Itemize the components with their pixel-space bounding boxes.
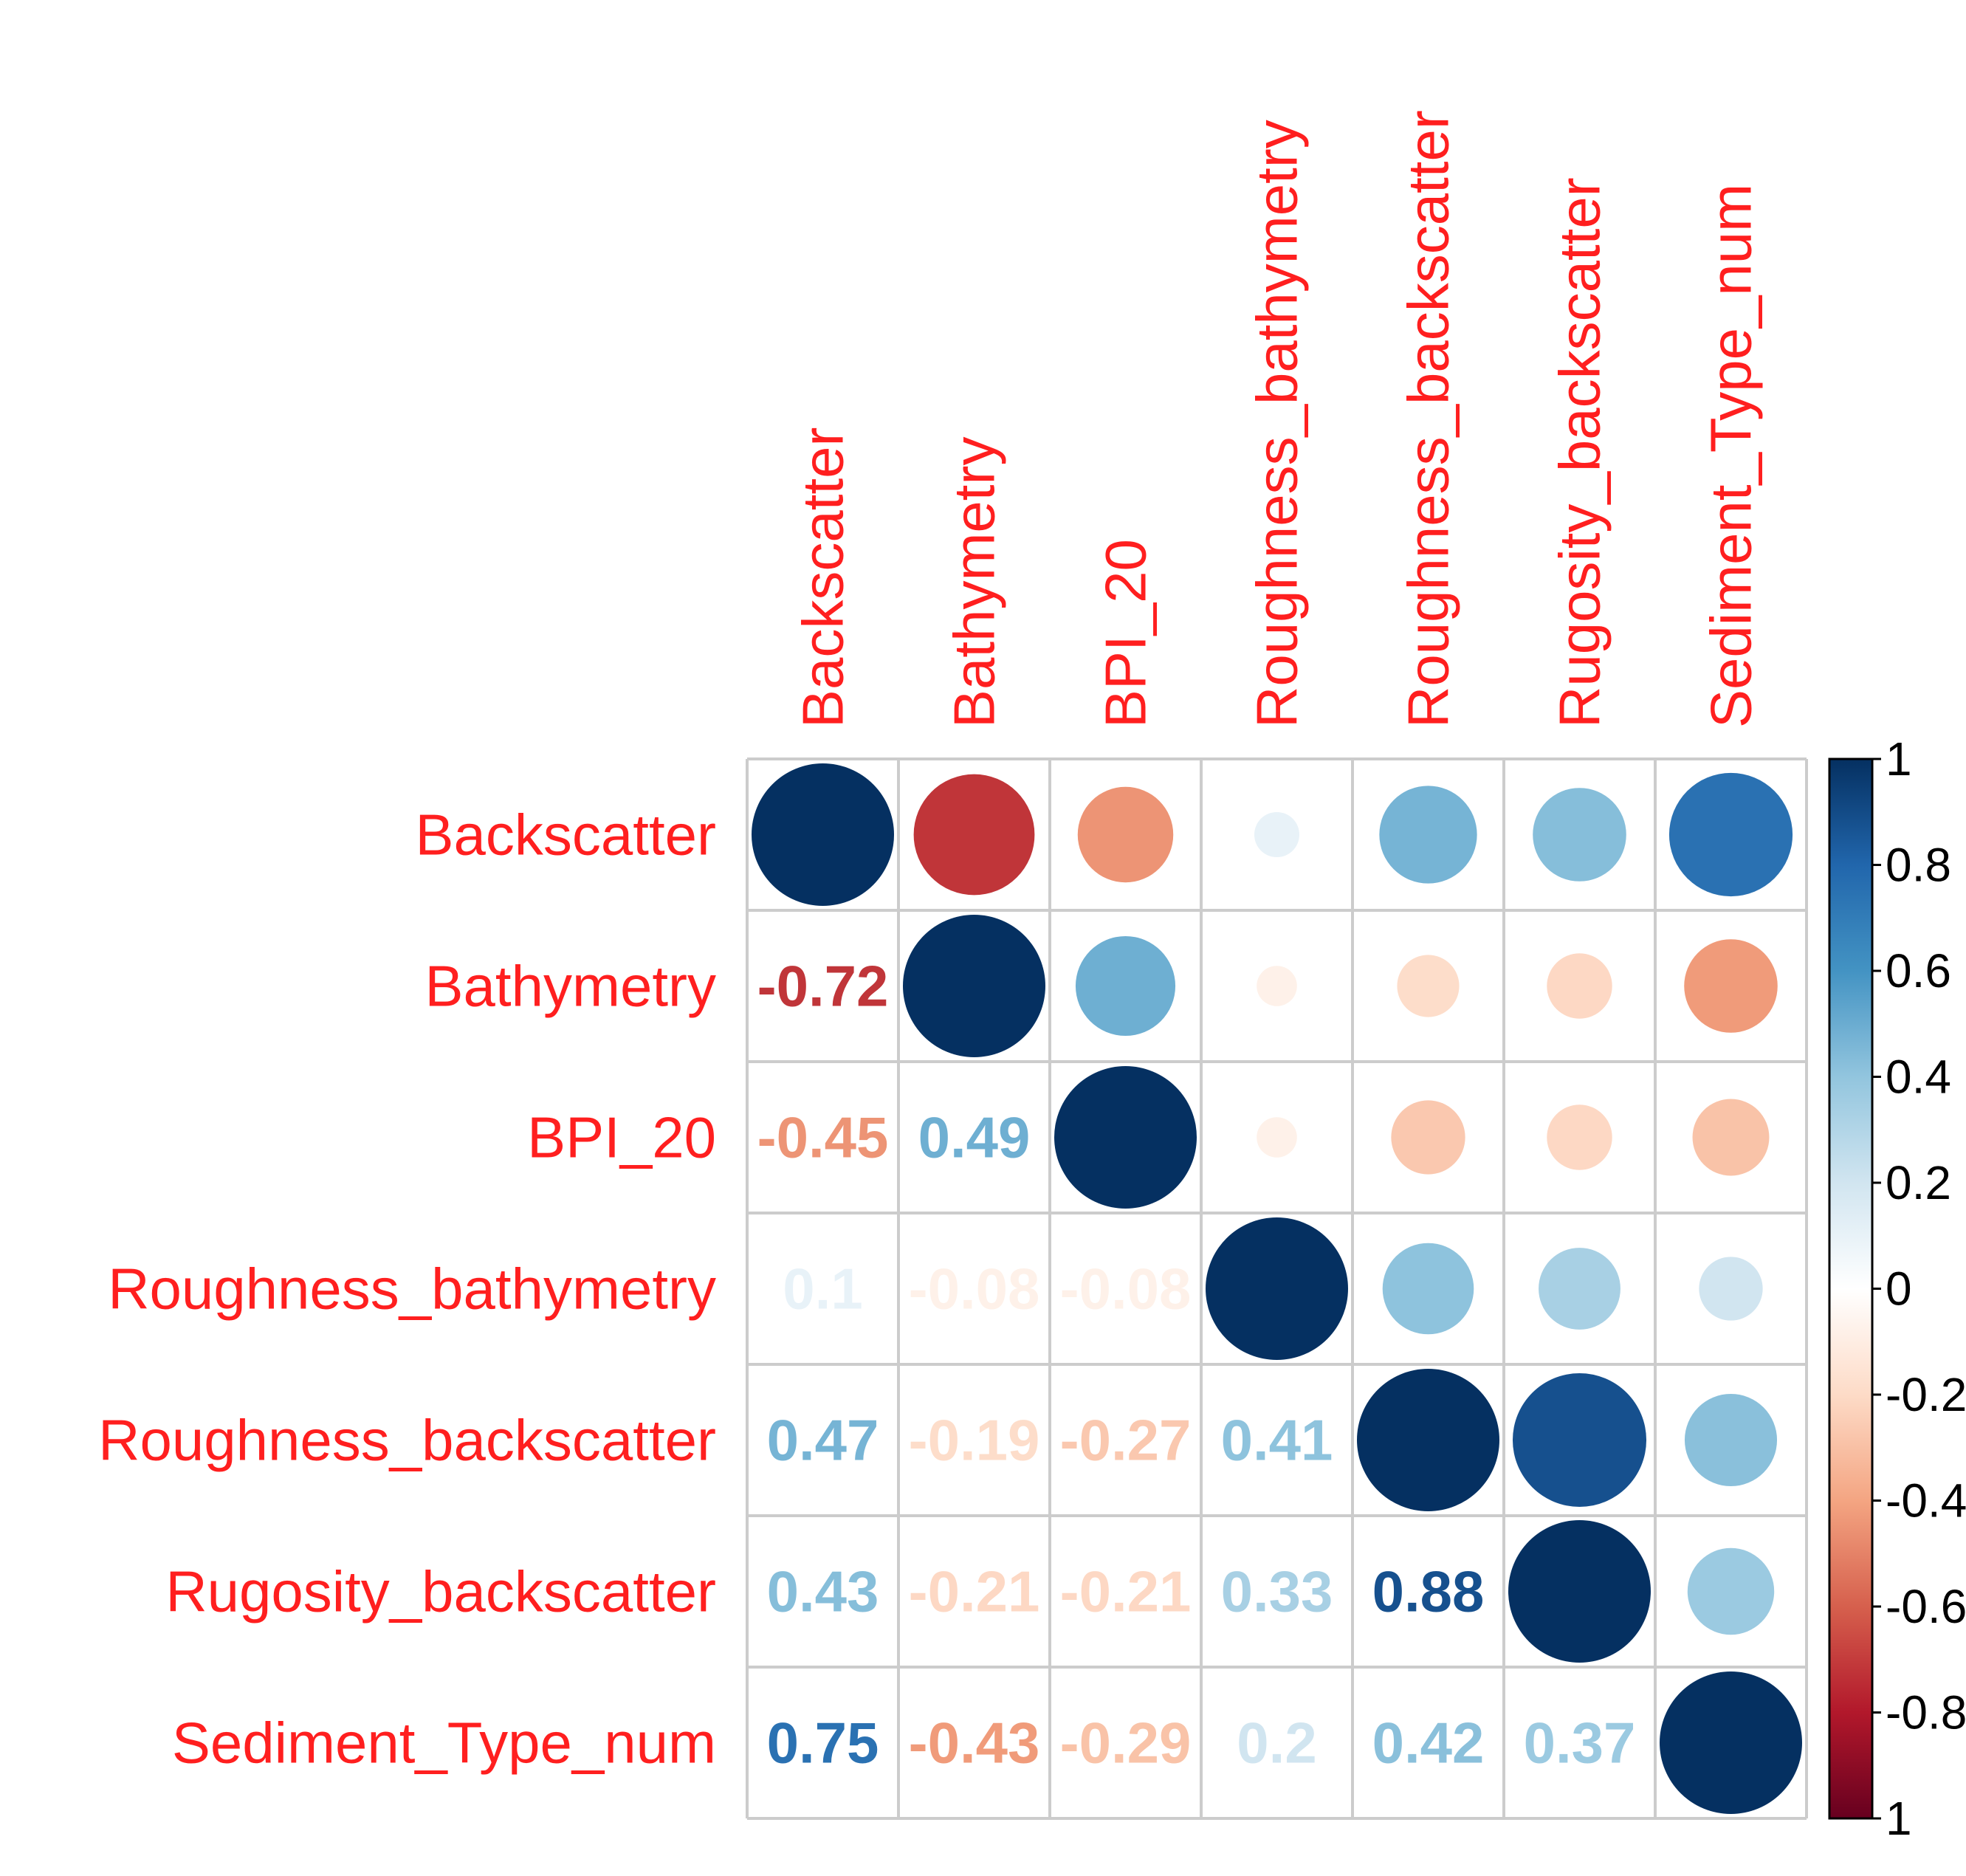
correlation-circle (1257, 1117, 1297, 1158)
row-label: BPI_20 (527, 1105, 716, 1170)
matrix-marks: -0.72 -0.45 0.49 0.1 -0.08 -0.08 0.47 -0.19 -0.2… (752, 763, 1802, 1814)
correlation-value: 0.47 (767, 1408, 879, 1473)
correlation-value: -0.08 (1060, 1257, 1192, 1322)
correlation-value: -0.21 (909, 1559, 1040, 1624)
legend-tick-label: -0.8 (1886, 1686, 1966, 1739)
correlation-circle (1699, 1257, 1763, 1321)
correlation-value: 0.88 (1372, 1559, 1485, 1624)
correlation-value: 0.1 (783, 1257, 862, 1322)
correlation-circle (1533, 788, 1626, 882)
correlation-value: 0.37 (1524, 1711, 1636, 1776)
correlation-value: -0.72 (757, 954, 889, 1019)
correlation-circle (1539, 1248, 1620, 1330)
correlation-circle (1684, 1393, 1778, 1487)
correlation-value: 0.41 (1221, 1408, 1333, 1473)
correlation-value: 0.2 (1237, 1711, 1316, 1776)
correlation-value: -0.27 (1060, 1408, 1192, 1473)
correlation-circle (1668, 772, 1793, 897)
legend-tick-label: 0.6 (1886, 944, 1951, 997)
correlation-circle (1206, 1217, 1348, 1360)
correlation-value: -0.08 (909, 1257, 1040, 1322)
correlation-value: 0.33 (1221, 1559, 1333, 1624)
correlation-value: -0.21 (1060, 1559, 1192, 1624)
row-label: Rugosity_backscatter (165, 1559, 716, 1624)
column-label: Sediment_Type_num (1699, 184, 1764, 728)
correlation-circle (1077, 786, 1174, 883)
correlation-value: -0.19 (909, 1408, 1040, 1473)
correlation-circle (1660, 1671, 1802, 1814)
correlation-circle (1512, 1372, 1647, 1508)
correlation-circle (1054, 1066, 1197, 1209)
legend-tick-label: -0.6 (1886, 1580, 1966, 1633)
correlation-value: 0.43 (767, 1559, 879, 1624)
legend-tick-label: 0 (1886, 1262, 1912, 1316)
correlation-circle (1547, 1104, 1612, 1170)
row-label: Backscatter (416, 803, 716, 867)
row-label: Sediment_Type_num (172, 1711, 716, 1776)
column-label: Rugosity_backscatter (1547, 177, 1612, 728)
correlation-circle (903, 915, 1045, 1057)
correlation-circle (913, 774, 1035, 896)
variable-labels: Backscatter Bathymetry BPI_20 Roughness_bat… (98, 110, 1763, 1775)
correlation-circle (1692, 1099, 1770, 1176)
correlation-circle (1547, 953, 1612, 1019)
row-label: Bathymetry (425, 954, 716, 1019)
legend-tick-label: 1 (1886, 732, 1912, 786)
row-label: Roughness_bathymetry (108, 1257, 716, 1322)
correlation-circle (1382, 1243, 1474, 1335)
correlation-circle (1379, 786, 1477, 884)
color-legend: 1 0.8 0.6 0.4 0.2 0 -0.2 -0.4 -0.6 -0.8 1 (1828, 732, 1966, 1845)
legend-tick-label: 0.8 (1886, 839, 1951, 892)
row-label: Roughness_backscatter (98, 1408, 716, 1473)
correlation-circle (1075, 935, 1176, 1037)
correlation-circle (1391, 1100, 1465, 1175)
correlation-circle (1357, 1369, 1499, 1511)
column-label: Roughness_bathymetry (1245, 120, 1310, 728)
legend-tick-label: -0.4 (1886, 1474, 1966, 1528)
correlation-value: 0.75 (767, 1711, 879, 1776)
color-bar (1828, 757, 1874, 1820)
correlation-value: 0.42 (1372, 1711, 1485, 1776)
correlation-value: -0.43 (909, 1711, 1040, 1776)
correlation-circle (1508, 1520, 1651, 1663)
correlation-circle (1254, 811, 1300, 858)
column-label: Bathymetry (942, 437, 1007, 728)
legend-tick-label: -0.2 (1886, 1368, 1966, 1421)
correlation-circle (1257, 966, 1297, 1006)
correlation-value: 0.49 (918, 1105, 1031, 1170)
correlation-circle (1397, 955, 1460, 1017)
correlation-value: -0.45 (757, 1105, 889, 1170)
legend-tick-label: 0.2 (1886, 1156, 1951, 1209)
correlation-circle (1687, 1547, 1775, 1635)
column-label: BPI_20 (1093, 539, 1158, 728)
correlation-circle (752, 763, 894, 906)
column-label: Roughness_backscatter (1396, 110, 1461, 728)
column-label: Backscatter (791, 427, 856, 728)
legend-tick-label: 0.4 (1886, 1051, 1951, 1104)
correlation-value: -0.29 (1060, 1711, 1192, 1776)
correlation-circle (1684, 939, 1778, 1033)
matrix-grid (746, 757, 1808, 1820)
legend-tick-label: 1 (1886, 1792, 1912, 1845)
